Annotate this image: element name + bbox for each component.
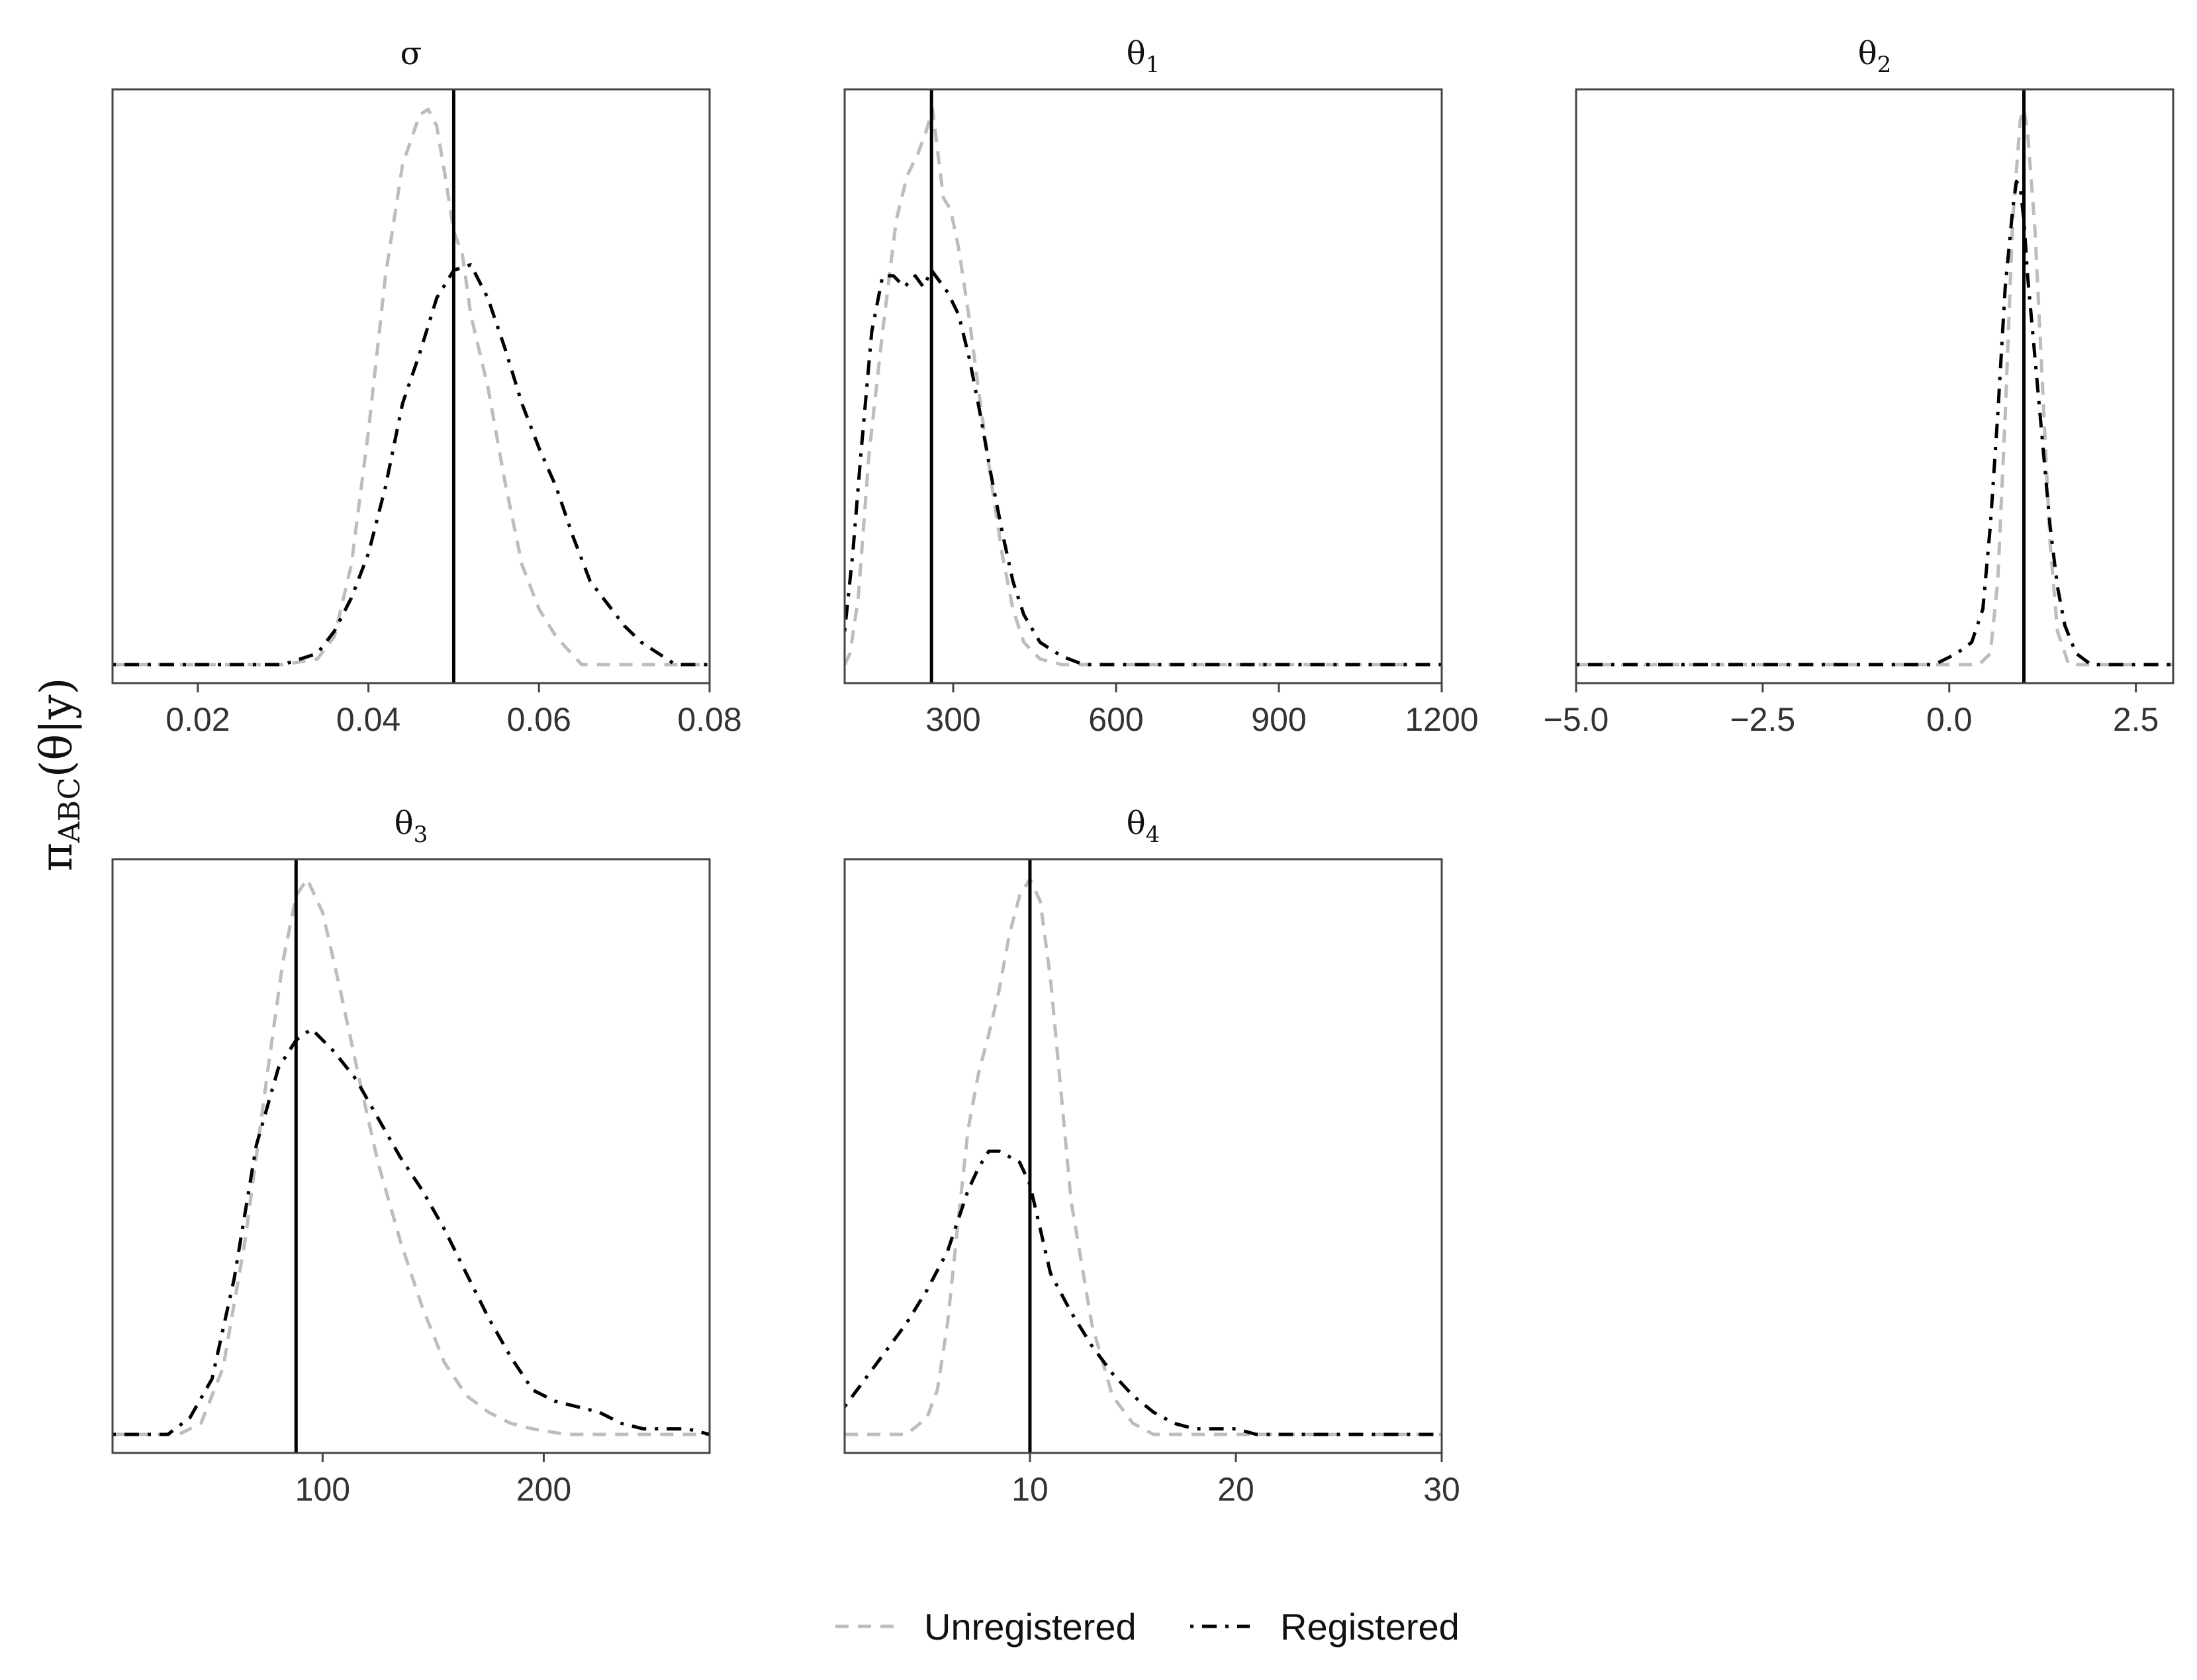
y-axis-label-sub: ABC <box>53 777 87 843</box>
panel-title-subscript: 2 <box>1877 52 1892 78</box>
panel-frame <box>843 88 1443 684</box>
panel-title: θ1 <box>1127 35 1160 78</box>
panel-2: θ1 300 600 900 1200 <box>843 35 1479 738</box>
panel-1: σ 0.02 0.04 0.06 0.08 <box>111 35 742 738</box>
y-axis-label-arg: (θ|y) <box>31 678 82 778</box>
panel-title-symbol: θ <box>395 805 414 842</box>
x-tick-label: 0.02 <box>165 701 230 738</box>
density-line-registered <box>845 1149 1442 1436</box>
panel-title-symbol: σ <box>400 35 422 72</box>
panel-title-subscript: 3 <box>414 821 428 848</box>
panel-title: θ3 <box>395 805 428 848</box>
density-line-registered <box>113 263 710 667</box>
legend: Unregistered Registered <box>835 1606 1460 1648</box>
density-line-registered <box>1576 179 2173 667</box>
series-group <box>113 107 710 667</box>
panel-title-symbol: θ <box>1127 35 1146 72</box>
x-tick-label: 10 <box>1011 1471 1049 1508</box>
density-line-unregistered <box>1576 107 2173 667</box>
density-line-unregistered <box>113 877 710 1436</box>
panel-title-subscript: 1 <box>1146 52 1160 78</box>
panel-title-symbol: θ <box>1858 35 1877 72</box>
panel-4: θ3 100 200 <box>111 805 711 1508</box>
x-tick-label: 20 <box>1217 1471 1254 1508</box>
legend-label-registered: Registered <box>1280 1606 1460 1648</box>
density-line-unregistered <box>113 107 710 667</box>
x-tick-label: 200 <box>516 1471 571 1508</box>
panel-title: σ <box>400 35 422 72</box>
density-line-registered <box>113 1027 710 1436</box>
series-group <box>845 107 1442 667</box>
y-axis-label-main: π <box>31 843 82 871</box>
density-line-registered <box>845 268 1442 667</box>
panel-title: θ2 <box>1858 35 1892 78</box>
x-tick-label: −2.5 <box>1730 701 1796 738</box>
x-tick-label: 600 <box>1088 701 1143 738</box>
panel-title-symbol: θ <box>1127 805 1146 842</box>
legend-label-unregistered: Unregistered <box>924 1606 1137 1648</box>
panel-frame <box>843 858 1443 1454</box>
x-tick-label: 300 <box>925 701 980 738</box>
series-group <box>845 877 1442 1436</box>
x-tick-label: 30 <box>1423 1471 1460 1508</box>
panel-5: θ4 10 20 30 <box>843 805 1460 1508</box>
x-tick-label: 100 <box>295 1471 350 1508</box>
panel-frame <box>111 858 711 1454</box>
density-line-unregistered <box>845 107 1442 667</box>
series-group <box>113 877 710 1436</box>
x-tick-label: 900 <box>1251 701 1306 738</box>
x-tick-label: 0.08 <box>677 701 741 738</box>
panel-3: θ2 −5.0 −2.5 0.0 2.5 <box>1544 35 2174 738</box>
x-tick-label: −5.0 <box>1544 701 1609 738</box>
panel-title-subscript: 4 <box>1146 821 1160 848</box>
x-tick-label: 1200 <box>1405 701 1478 738</box>
panel-frame <box>111 88 711 684</box>
x-tick-label: 0.06 <box>507 701 571 738</box>
density-line-unregistered <box>845 877 1442 1436</box>
panel-title: θ4 <box>1127 805 1160 848</box>
panel-frame <box>1575 88 2174 684</box>
y-axis-label: πABC(θ|y) <box>31 678 87 872</box>
x-tick-label: 0.0 <box>1926 701 1973 738</box>
x-tick-label: 2.5 <box>2113 701 2159 738</box>
x-tick-label: 0.04 <box>336 701 400 738</box>
series-group <box>1576 107 2173 667</box>
